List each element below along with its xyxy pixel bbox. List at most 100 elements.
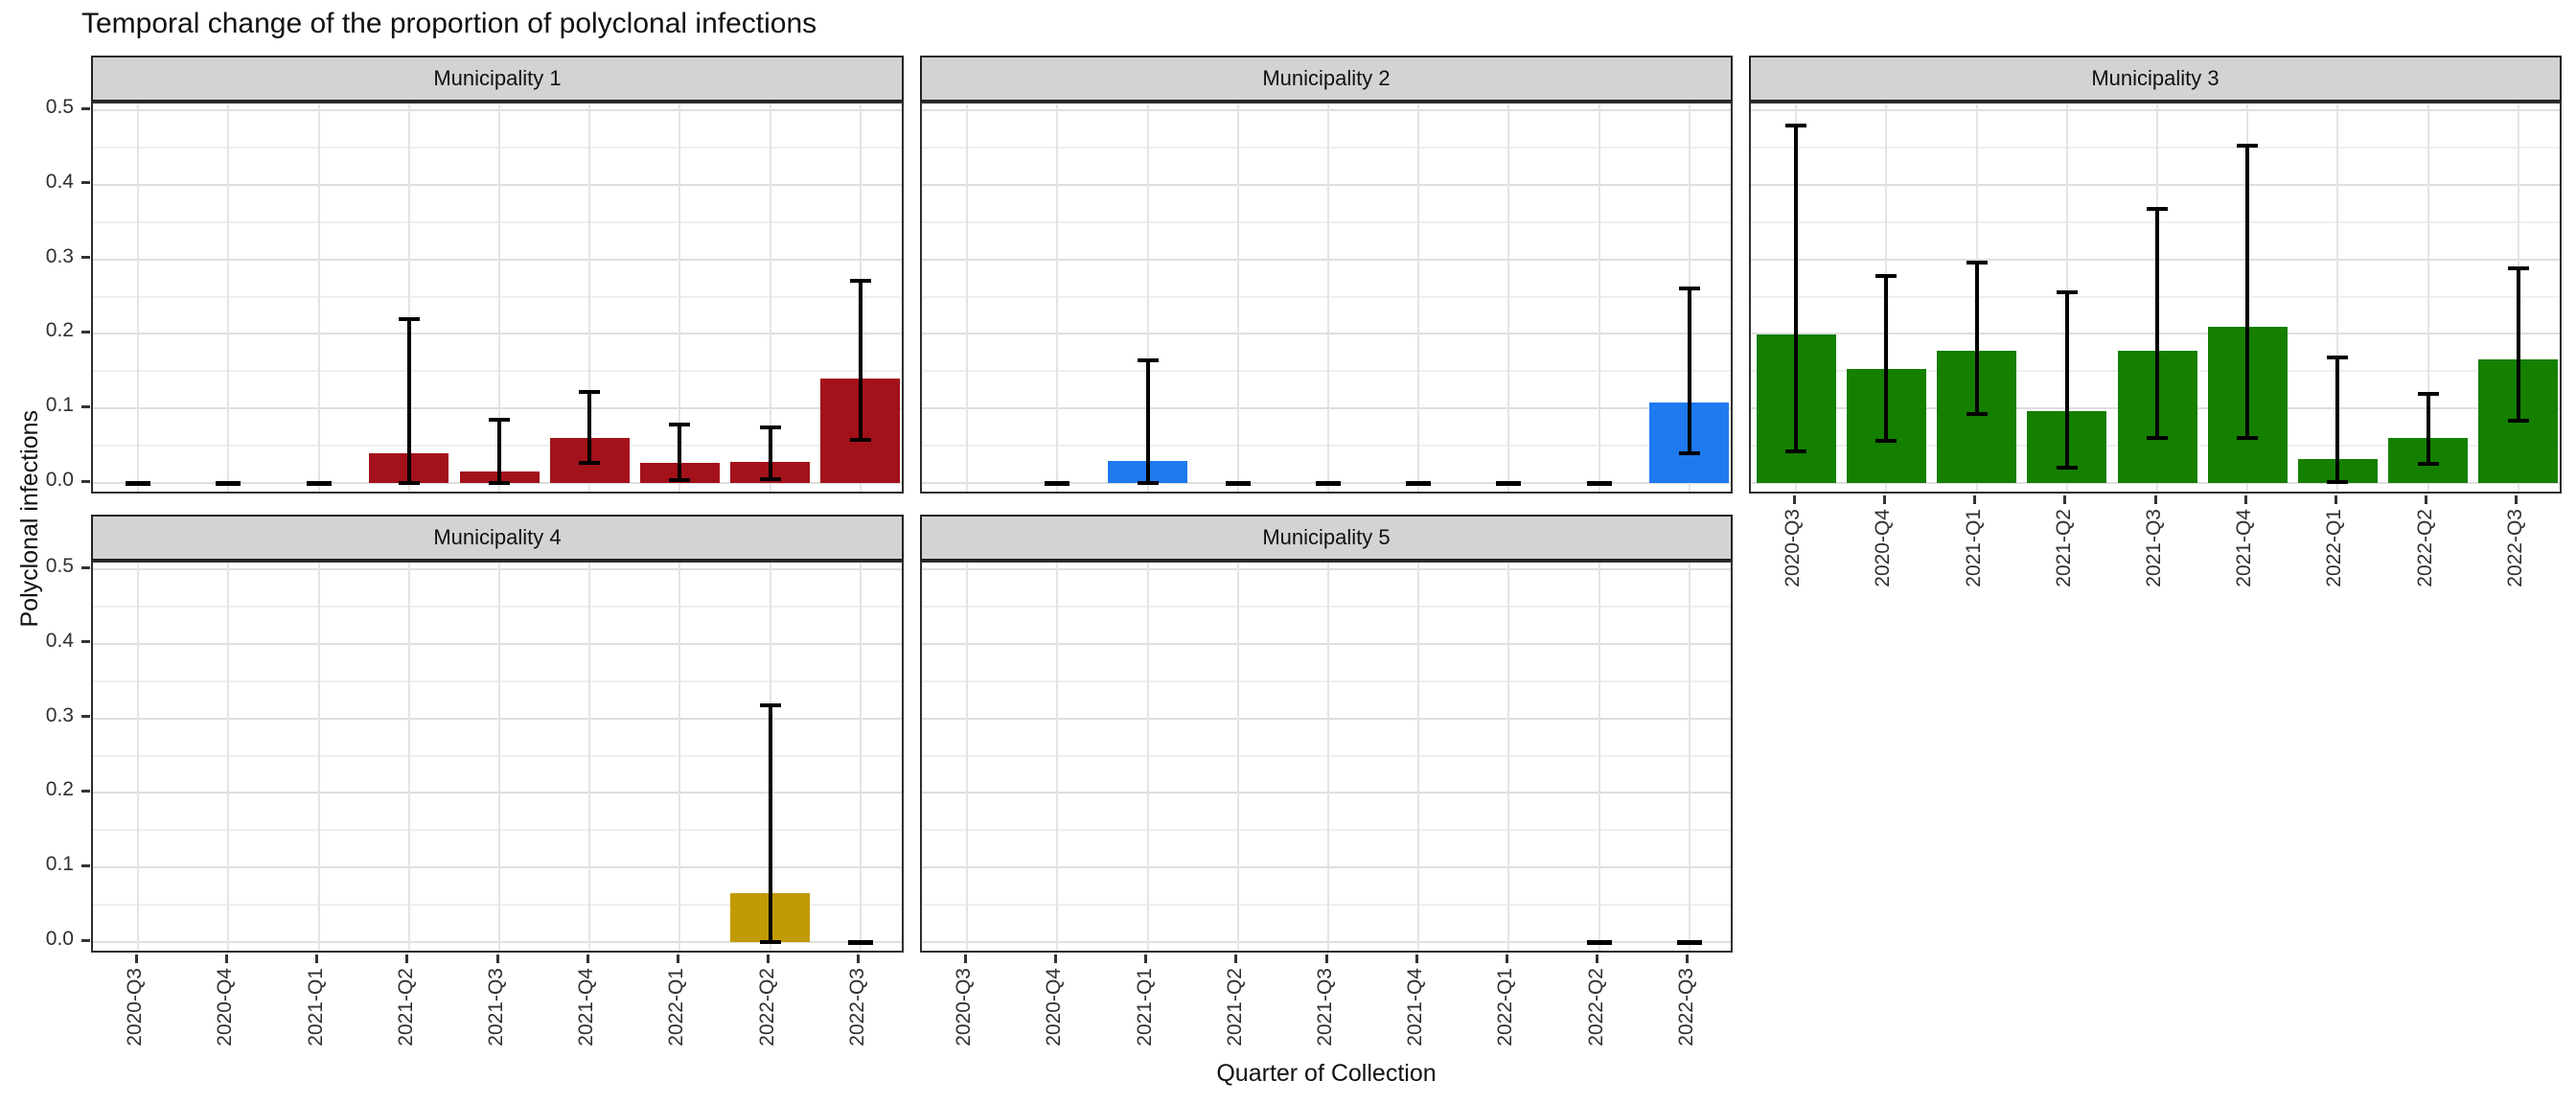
y-tick-label: 0.0 (45, 469, 74, 491)
y-tick (81, 863, 90, 867)
gridline-minor-h (93, 679, 902, 682)
error-bar-cap-top (1966, 261, 1988, 265)
y-tick-label: 0.5 (45, 555, 74, 577)
facet-strip: Municipality 5 (920, 515, 1733, 561)
gridline-major-h (93, 941, 902, 943)
error-bar-line (2516, 267, 2520, 422)
gridline-minor-h (922, 445, 1731, 448)
gridline-major-v (859, 563, 862, 951)
gridline-major-v (1417, 104, 1420, 492)
gridline-major-v (137, 104, 140, 492)
error-bar-line (1794, 126, 1799, 451)
gridline-minor-h (93, 904, 902, 907)
gridline-major-h (93, 407, 902, 410)
zero-value-mark (1316, 480, 1341, 486)
y-tick (81, 256, 90, 260)
x-tick (315, 954, 319, 963)
error-bar-cap-bottom (2147, 436, 2168, 441)
error-bar-line (1145, 359, 1150, 483)
gridline-major-v (407, 104, 410, 492)
gridline-minor-h (922, 220, 1731, 223)
x-tick (224, 954, 228, 963)
x-tick (2063, 495, 2067, 504)
gridline-major-h (1751, 109, 2560, 111)
x-tick-label: 2021-Q1 (304, 968, 327, 1046)
gridline-major-h (93, 642, 902, 645)
y-tick (81, 330, 90, 334)
facet-strip: Municipality 2 (920, 56, 1733, 102)
x-tick-label: 2021-Q3 (485, 968, 507, 1046)
gridline-major-v (227, 104, 230, 492)
gridline-major-v (498, 104, 500, 492)
gridline-major-v (317, 563, 320, 951)
y-tick-label: 0.2 (45, 778, 74, 801)
gridline-major-v (769, 104, 771, 492)
error-bar-cap-bottom (759, 940, 781, 944)
y-tick-label: 0.1 (45, 853, 74, 876)
error-bar-cap-top (2507, 265, 2529, 270)
error-bar-line (2064, 291, 2069, 468)
x-tick (1792, 495, 1796, 504)
gridline-major-h (93, 568, 902, 570)
y-tick-label: 0.1 (45, 394, 74, 417)
zero-value-mark (1225, 480, 1251, 486)
gridline-major-v (1688, 563, 1690, 951)
error-bar-cap-top (398, 316, 420, 321)
x-tick-label: 2021-Q4 (575, 968, 598, 1046)
error-bar-cap-top (579, 390, 601, 395)
x-tick (857, 954, 861, 963)
gridline-minor-h (922, 829, 1731, 832)
error-bar-cap-top (2147, 207, 2168, 212)
error-bar-cap-top (2056, 289, 2078, 294)
gridline-major-v (498, 563, 500, 951)
gridline-major-h (922, 717, 1731, 720)
gridline-major-v (1146, 563, 1149, 951)
gridline-major-v (966, 104, 969, 492)
x-tick-label: 2021-Q2 (1223, 968, 1246, 1046)
gridline-major-h (922, 333, 1731, 335)
zero-value-mark (1496, 480, 1522, 486)
x-tick-label: 2020-Q3 (953, 968, 976, 1046)
y-tick (81, 640, 90, 644)
gridline-major-v (588, 563, 591, 951)
gridline-major-h (922, 258, 1731, 261)
gridline-major-h (1751, 482, 2560, 484)
gridline-major-v (1327, 104, 1329, 492)
gridline-major-h (922, 866, 1731, 869)
error-bar-cap-top (2327, 355, 2349, 359)
gridline-major-h (93, 109, 902, 111)
x-tick-label: 2021-Q4 (2233, 509, 2256, 587)
y-tick-label: 0.4 (45, 629, 74, 652)
error-bar-cap-bottom (1966, 411, 1988, 416)
gridline-major-v (137, 563, 140, 951)
error-bar-line (858, 281, 862, 440)
error-bar-cap-bottom (669, 477, 691, 482)
y-tick (81, 106, 90, 110)
y-tick-label: 0.2 (45, 319, 74, 342)
gridline-major-h (93, 258, 902, 261)
gridline-major-v (678, 104, 681, 492)
zero-value-mark (1586, 480, 1612, 486)
zero-value-mark (1406, 480, 1432, 486)
facet-strip-label: Municipality 4 (433, 525, 562, 549)
gridline-major-v (1236, 104, 1239, 492)
x-tick (2334, 495, 2337, 504)
facet-strip-label: Municipality 5 (1262, 525, 1391, 549)
x-tick-label: 2020-Q3 (1782, 509, 1805, 587)
zero-value-mark (1676, 939, 1702, 945)
error-bar-cap-bottom (398, 481, 420, 485)
error-bar-cap-bottom (1785, 448, 1807, 453)
zero-value-mark (1045, 480, 1070, 486)
gridline-major-v (1146, 104, 1149, 492)
facet-strip-label: Municipality 3 (2091, 66, 2220, 90)
error-bar-cap-bottom (579, 460, 601, 465)
x-tick-label: 2022-Q3 (1674, 968, 1697, 1046)
facet-strip-label: Municipality 1 (433, 66, 562, 90)
gridline-major-v (2426, 104, 2429, 492)
error-bar-cap-bottom (2056, 465, 2078, 470)
error-bar-cap-top (759, 425, 781, 429)
x-tick-label: 2021-Q2 (394, 968, 417, 1046)
y-tick-label: 0.5 (45, 96, 74, 118)
gridline-major-v (1056, 563, 1059, 951)
y-tick-label: 0.3 (45, 244, 74, 267)
